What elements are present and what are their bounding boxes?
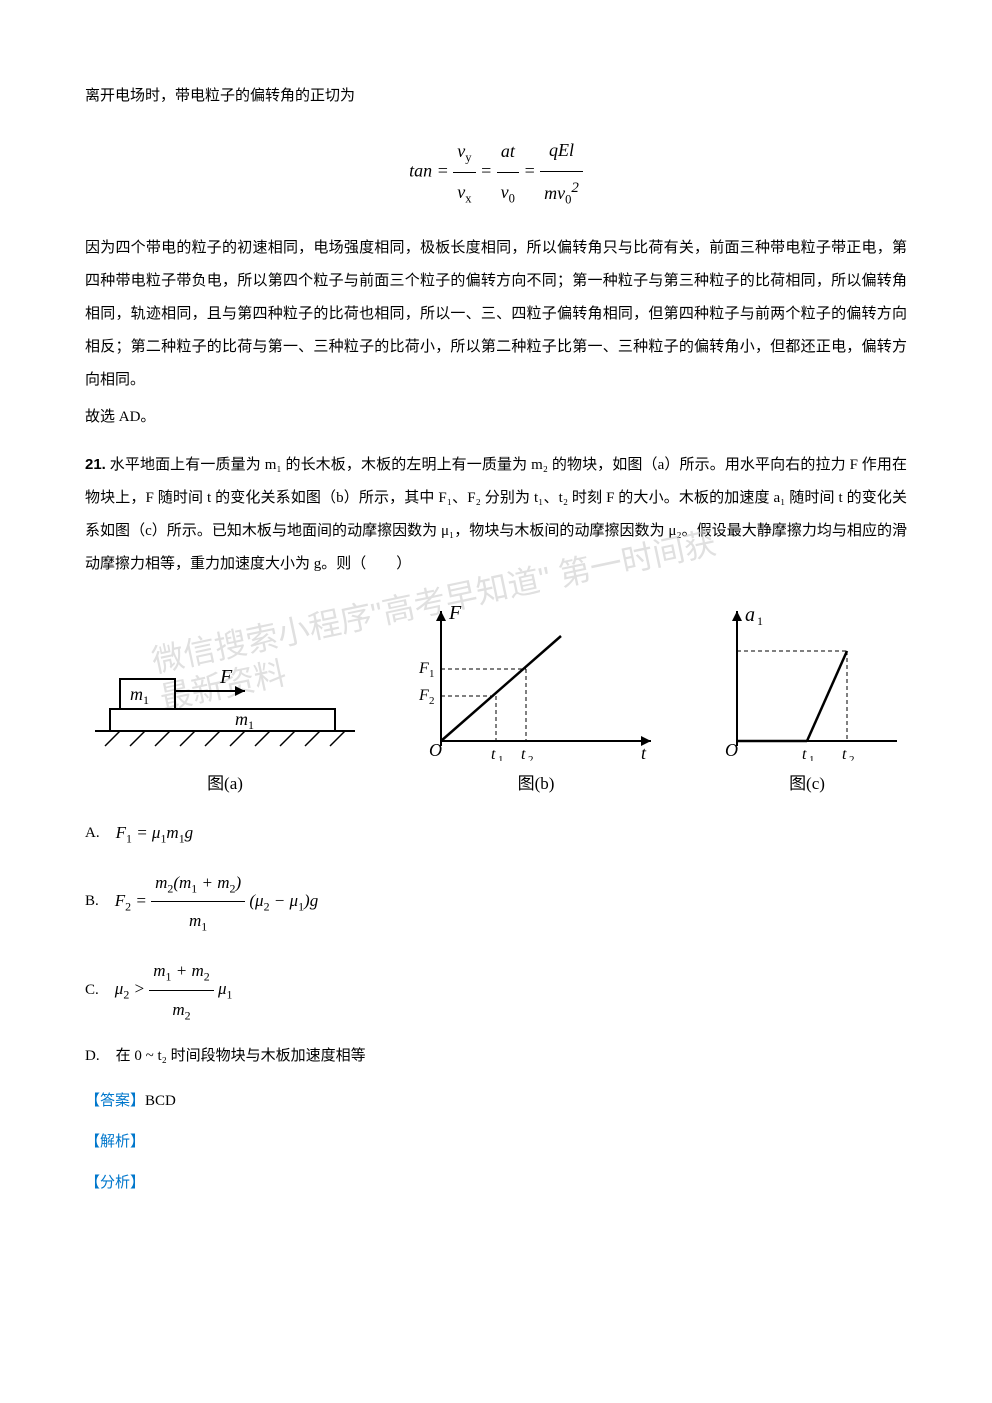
option-b-label: B. (85, 885, 99, 918)
svg-text:1: 1 (498, 754, 504, 761)
fig-b-ylabel: F (448, 602, 462, 624)
fig-c-ylabel: a (745, 604, 755, 626)
answer-label: 【答案】 (85, 1093, 145, 1109)
figures-row: m1 m1 F 图(a) F O t F1 (85, 601, 907, 802)
deflection-equation: tan = vyvx = atv0 = qElmv02 (85, 131, 907, 214)
option-d-label: D. (85, 1040, 100, 1073)
figure-a-svg: m1 m1 F (85, 611, 365, 761)
svg-text:F: F (418, 660, 429, 677)
svg-text:2: 2 (429, 695, 435, 707)
svg-text:t: t (491, 746, 496, 761)
option-a-label: A. (85, 817, 100, 850)
svg-text:1: 1 (809, 754, 815, 761)
fig-a-m1-top: m (130, 684, 143, 704)
option-d: D. 在 0 ~ t₂ 时间段物块与木板加速度相等 (85, 1040, 907, 1073)
option-c: C. μ2 > m1 + m2m2 μ1 (85, 952, 907, 1028)
option-b: B. F2 = m2(m1 + m2)m1 (μ2 − μ1)g (85, 864, 907, 940)
option-a-formula: F1 = μ1m1g (116, 814, 194, 852)
question-text: 水平地面上有一质量为 m₁ 的长木板，木板的左明上有一质量为 m₂ 的物块，如图… (85, 457, 907, 572)
figure-b: F O t F1 F2 t1 t2 图(b) (401, 601, 671, 802)
svg-text:t: t (802, 746, 807, 761)
explanation-paragraph: 因为四个带电的粒子的初速相同，电场强度相同，极板长度相同，所以偏转角只与比荷有关… (85, 232, 907, 397)
question-number: 21. (85, 456, 106, 473)
option-c-label: C. (85, 974, 99, 1007)
svg-text:1: 1 (757, 614, 763, 628)
svg-text:1: 1 (248, 718, 254, 732)
figure-c: a1 O t1 t2 图(c) (707, 601, 907, 802)
svg-text:F: F (418, 687, 429, 704)
option-b-formula: F2 = m2(m1 + m2)m1 (μ2 − μ1)g (115, 864, 318, 940)
figure-a: m1 m1 F 图(a) (85, 611, 365, 802)
conclusion: 故选 AD。 (85, 401, 907, 434)
option-c-formula: μ2 > m1 + m2m2 μ1 (115, 952, 233, 1028)
fenxi-label: 【分析】 (85, 1167, 907, 1200)
jiexi-label: 【解析】 (85, 1126, 907, 1159)
intro-line: 离开电场时，带电粒子的偏转角的正切为 (85, 80, 907, 113)
figure-b-svg: F O t F1 F2 t1 t2 (401, 601, 671, 761)
figure-c-caption: 图(c) (789, 765, 825, 802)
answer-line: 【答案】BCD (85, 1085, 907, 1118)
svg-text:t: t (842, 746, 847, 761)
answer-value: BCD (145, 1093, 176, 1109)
question-21-stem: 21. 水平地面上有一质量为 m₁ 的长木板，木板的左明上有一质量为 m₂ 的物… (85, 448, 907, 581)
fig-a-F: F (219, 666, 233, 688)
option-d-text: 在 0 ~ t₂ 时间段物块与木板加速度相等 (116, 1040, 366, 1073)
fig-b-xlabel: t (641, 743, 647, 761)
figure-b-caption: 图(b) (518, 765, 555, 802)
svg-text:2: 2 (528, 754, 534, 761)
figure-a-caption: 图(a) (207, 765, 243, 802)
fig-a-m1-bottom: m (235, 709, 248, 729)
figure-c-svg: a1 O t1 t2 (707, 601, 907, 761)
svg-text:t: t (521, 746, 526, 761)
option-a: A. F1 = μ1m1g (85, 814, 907, 852)
svg-text:1: 1 (429, 668, 435, 680)
fig-c-origin: O (725, 740, 738, 760)
svg-text:1: 1 (143, 693, 149, 707)
fig-b-origin: O (429, 740, 442, 760)
svg-text:2: 2 (849, 754, 855, 761)
